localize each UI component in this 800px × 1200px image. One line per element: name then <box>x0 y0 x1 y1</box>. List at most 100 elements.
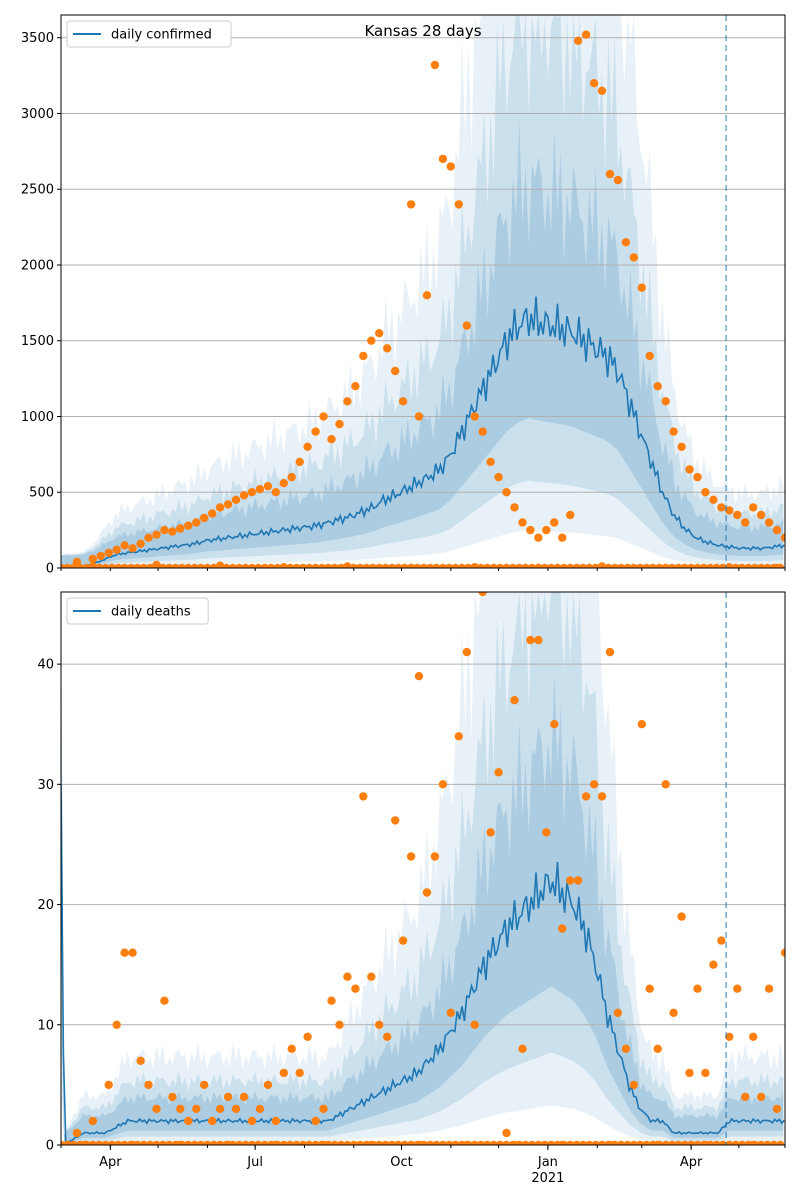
scatter-point <box>176 524 185 533</box>
scatter-point <box>502 488 511 497</box>
scatter-point <box>426 563 435 568</box>
scatter-point <box>725 1032 734 1042</box>
x-axis <box>60 568 786 571</box>
scatter-point <box>136 1056 145 1066</box>
scatter-point <box>776 1140 785 1145</box>
scatter-point <box>566 563 575 568</box>
scatter-point <box>196 1140 206 1145</box>
scatter-point <box>406 200 416 209</box>
scatter-point <box>247 1116 257 1126</box>
scatter-point <box>737 1140 747 1145</box>
scatter-point <box>769 1140 779 1145</box>
scatter-point <box>502 1140 511 1145</box>
scatter-point <box>273 1140 282 1145</box>
scatter-point <box>381 563 390 568</box>
scatter-point <box>271 1116 280 1126</box>
scatter-point <box>398 397 408 406</box>
scatter-point <box>566 1140 575 1145</box>
scatter-point <box>375 1140 384 1145</box>
scatter-point <box>383 1032 392 1042</box>
scatter-point <box>709 960 718 969</box>
scatter-point <box>239 491 249 500</box>
scatter-point <box>731 1140 740 1145</box>
scatter-point <box>597 563 607 568</box>
scatter-point <box>685 465 694 474</box>
scatter-point <box>454 200 463 209</box>
scatter-point <box>685 1068 694 1078</box>
scatter-point <box>515 563 524 568</box>
scatter-point <box>107 1140 117 1145</box>
scatter-point <box>208 1116 217 1126</box>
scatter-point <box>114 1140 123 1145</box>
scatter-point <box>215 563 225 568</box>
scatter-point <box>772 525 782 535</box>
scatter-point <box>144 533 153 542</box>
scatter-point <box>208 509 217 518</box>
scatter-point <box>776 563 785 568</box>
scatter-point <box>152 563 161 568</box>
scatter-point <box>292 1140 301 1145</box>
scatter-point <box>669 1008 678 1017</box>
y-tick-label: 2000 <box>21 258 54 273</box>
scatter-point <box>343 1140 352 1145</box>
scatter-point <box>553 1140 562 1145</box>
legend-label: daily confirmed <box>111 28 212 43</box>
scatter-point <box>112 545 121 554</box>
scatter-point <box>120 948 129 957</box>
scatter-point <box>203 563 212 568</box>
scatter-point <box>559 563 568 568</box>
scatter-point <box>546 1140 556 1145</box>
scatter-point <box>712 1140 721 1145</box>
scatter-point <box>266 563 276 568</box>
scatter-point <box>661 397 670 406</box>
scatter-point <box>445 563 454 568</box>
scatter-point <box>629 1140 638 1145</box>
scatter-point <box>566 510 575 520</box>
scatter-point <box>355 1140 365 1145</box>
scatter-point <box>394 563 403 568</box>
scatter-point <box>215 1104 225 1114</box>
scatter-point <box>176 1104 185 1114</box>
scatter-point <box>445 1140 454 1145</box>
scatter-point <box>432 1140 441 1145</box>
scatter-point <box>158 1140 167 1145</box>
y-tick-label: 1500 <box>21 334 54 349</box>
scatter-point <box>168 527 177 536</box>
scatter-point <box>585 563 594 568</box>
scatter-point <box>311 563 320 568</box>
scatter-point <box>203 1140 212 1145</box>
scatter-point <box>680 1140 689 1145</box>
scatter-point <box>305 1140 314 1145</box>
scatter-point <box>629 253 638 262</box>
scatter-point <box>763 1140 772 1145</box>
scatter-point <box>145 563 155 568</box>
scatter-point <box>247 563 257 568</box>
scatter-point <box>144 1080 153 1090</box>
legend-box <box>66 597 209 625</box>
scatter-point <box>637 720 646 729</box>
scatter-point <box>394 1140 403 1145</box>
scatter-point <box>589 780 599 789</box>
scatter-point <box>96 551 106 561</box>
scatter-point <box>741 518 750 527</box>
scatter-point <box>763 563 772 568</box>
scatter-point <box>478 592 487 597</box>
scatter-point <box>200 1080 209 1090</box>
scatter-point <box>171 1140 180 1145</box>
scatter-point <box>521 563 530 568</box>
scatter-point <box>527 1140 537 1145</box>
scatter-point <box>457 563 467 568</box>
scatter-point <box>430 60 440 70</box>
scatter-point <box>550 518 559 527</box>
x-tick-year-label: 2021 <box>531 1171 564 1186</box>
scatter-point <box>438 563 448 568</box>
scatter-point <box>451 1140 460 1145</box>
scatter-point <box>88 554 98 564</box>
scatter-point <box>235 563 244 568</box>
scatter-point <box>295 1068 304 1078</box>
scatter-point <box>192 518 201 527</box>
scatter-point <box>661 780 670 789</box>
scatter-point <box>693 984 702 993</box>
scatter-point <box>558 924 567 933</box>
scatter-point <box>527 563 537 568</box>
